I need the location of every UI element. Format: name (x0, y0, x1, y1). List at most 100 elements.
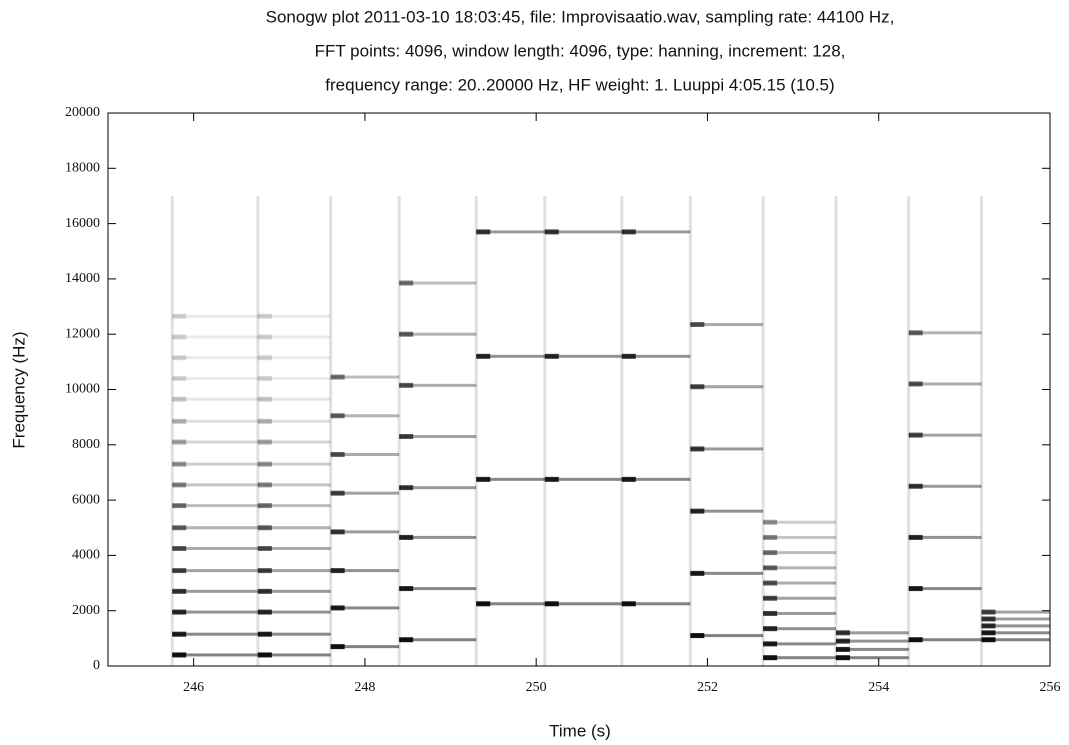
partial (257, 440, 331, 444)
partial-onset (908, 586, 923, 592)
x-tick-label: 246 (183, 680, 204, 695)
partial (908, 331, 982, 335)
partial (399, 587, 477, 591)
partial (172, 314, 258, 318)
partial (172, 462, 258, 466)
partial (981, 638, 1050, 642)
partial (257, 483, 331, 487)
partial-onset (908, 534, 923, 540)
partial-onset (257, 588, 272, 594)
partial-onset (399, 485, 414, 491)
partial (330, 606, 400, 610)
partial-onset (544, 476, 559, 482)
partial-onset (763, 534, 778, 540)
partial-onset (257, 396, 272, 402)
partial (908, 433, 982, 437)
partial (330, 530, 400, 534)
y-tick-label: 10000 (65, 382, 100, 397)
partial-onset (172, 396, 187, 402)
partial (257, 569, 331, 573)
partial (763, 566, 836, 570)
partial-onset (690, 508, 705, 514)
partial-onset (257, 334, 272, 340)
partial-onset (330, 451, 345, 457)
partial (908, 484, 982, 488)
partial-onset (908, 483, 923, 489)
partial-onset (330, 644, 345, 650)
partial (908, 638, 982, 642)
partial-onset (544, 601, 559, 607)
partial-onset (172, 503, 187, 509)
partial-onset (257, 418, 272, 424)
partial-onset (835, 655, 850, 661)
partial-onset (399, 280, 414, 286)
x-tick-label: 248 (354, 680, 375, 695)
partial (621, 602, 691, 606)
partial (544, 354, 622, 358)
partial-onset (330, 413, 345, 419)
partial (257, 632, 331, 636)
y-tick-label: 20000 (65, 105, 100, 120)
partial (399, 332, 477, 336)
partial-onset (172, 355, 187, 361)
partial (835, 647, 909, 651)
partial (172, 546, 258, 550)
partial (172, 504, 258, 508)
partial-onset (544, 229, 559, 235)
partial (330, 491, 400, 495)
partial (257, 610, 331, 614)
partial-onset (981, 637, 996, 643)
partial (257, 397, 331, 401)
partial-onset (172, 439, 187, 445)
y-tick-label: 16000 (65, 216, 100, 231)
partial (544, 230, 622, 234)
partial-onset (763, 565, 778, 571)
partial-onset (257, 482, 272, 488)
partial (172, 397, 258, 401)
partial (257, 526, 331, 530)
partial-onset (257, 461, 272, 467)
y-axis-label: Frequency (Hz) (9, 331, 28, 448)
partial (690, 385, 764, 389)
partial-onset (690, 384, 705, 390)
partial-onset (763, 626, 778, 632)
partial-onset (476, 229, 491, 235)
y-tick-label: 2000 (72, 603, 100, 618)
x-axis-label: Time (s) (549, 721, 611, 740)
partial-onset (172, 313, 187, 319)
partial (172, 653, 258, 657)
partial (476, 354, 545, 358)
x-tick-label: 250 (526, 680, 547, 695)
partial-onset (257, 652, 272, 658)
x-tick-label: 256 (1040, 680, 1061, 695)
partial (908, 382, 982, 386)
partial-onset (172, 588, 187, 594)
partial-onset (257, 503, 272, 509)
partial (257, 504, 331, 508)
partial-onset (399, 331, 414, 337)
partial-onset (621, 601, 636, 607)
partial-onset (257, 355, 272, 361)
partial (330, 452, 400, 456)
partial-onset (621, 353, 636, 359)
partial-onset (835, 646, 850, 652)
partial-onset (172, 652, 187, 658)
partial (621, 230, 691, 234)
partial (544, 602, 622, 606)
y-tick-label: 8000 (72, 437, 100, 452)
partial (981, 624, 1050, 628)
partial-onset (908, 330, 923, 336)
chart-title: FFT points: 4096, window length: 4096, t… (315, 41, 846, 60)
partial (257, 546, 331, 550)
partial (690, 509, 764, 513)
partial (763, 520, 836, 524)
partial (690, 323, 764, 327)
partial (476, 602, 545, 606)
partial (763, 656, 836, 660)
partial (399, 435, 477, 439)
partial-onset (172, 525, 187, 531)
partial-onset (257, 609, 272, 615)
partial-onset (257, 313, 272, 319)
partial (763, 611, 836, 615)
partial-onset (763, 580, 778, 586)
